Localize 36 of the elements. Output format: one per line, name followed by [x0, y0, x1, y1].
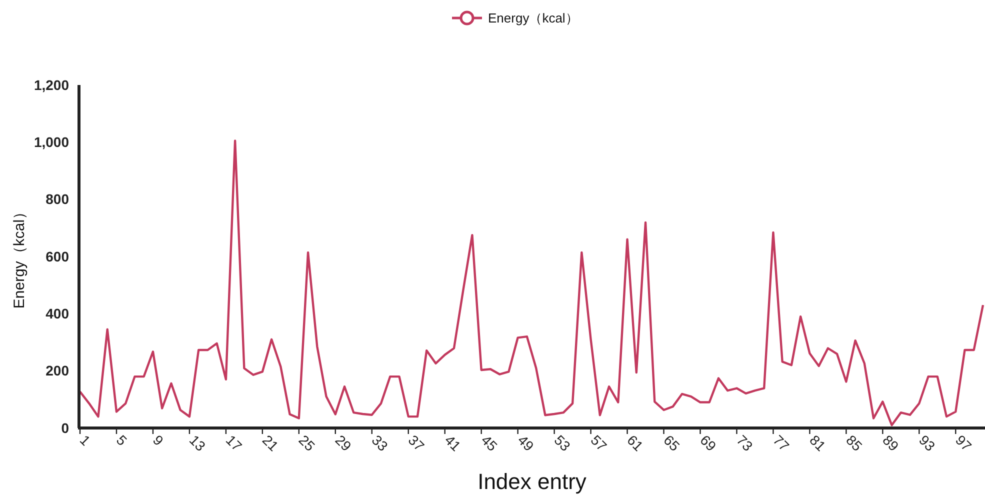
x-tick-label: 65: [660, 432, 684, 454]
y-tick-label: 800: [46, 191, 70, 208]
x-tick-label: 9: [150, 432, 167, 449]
y-tick-label: 600: [46, 248, 70, 264]
line-series: [78, 140, 984, 426]
x-tick-label: 45: [478, 432, 501, 454]
x-tick-label: 61: [624, 432, 647, 454]
x-tick-label: 5: [113, 432, 130, 449]
x-tick-label: 33: [368, 432, 392, 454]
legend-label: Energy（kcal）: [488, 10, 578, 26]
y-tick-label: 400: [46, 306, 70, 322]
y-axis-title: Energy（kcal）: [11, 204, 28, 309]
y-tick-label: 200: [46, 362, 70, 379]
y-tick-label: 1,200: [34, 76, 70, 93]
x-tick-label: 29: [332, 432, 355, 454]
y-tick-label: 1,000: [34, 134, 70, 150]
y-tick-label: 0: [61, 420, 70, 436]
x-tick-label: 37: [405, 432, 428, 454]
x-tick-label: 13: [186, 432, 209, 454]
x-tick-label: 73: [734, 432, 756, 454]
x-tick-label: 21: [259, 432, 282, 454]
x-tick-label: 41: [442, 432, 464, 454]
x-tick-label: 49: [514, 432, 538, 454]
x-tick-label: 77: [770, 432, 793, 454]
x-tick-label: 85: [843, 432, 866, 454]
x-tick-label: 25: [296, 432, 318, 454]
x-tick-label: 89: [880, 432, 902, 454]
x-axis-title: Index entry: [478, 469, 586, 494]
x-tick-label: 1: [76, 432, 94, 449]
x-tick-label: 69: [697, 432, 720, 454]
x-tick-label: 97: [952, 432, 976, 454]
x-tick-label: 93: [916, 432, 939, 454]
x-tick-label: 57: [588, 432, 610, 454]
x-tick-label: 81: [806, 432, 830, 454]
x-tick-label: 53: [551, 432, 574, 454]
x-tick-label: 17: [222, 432, 246, 454]
